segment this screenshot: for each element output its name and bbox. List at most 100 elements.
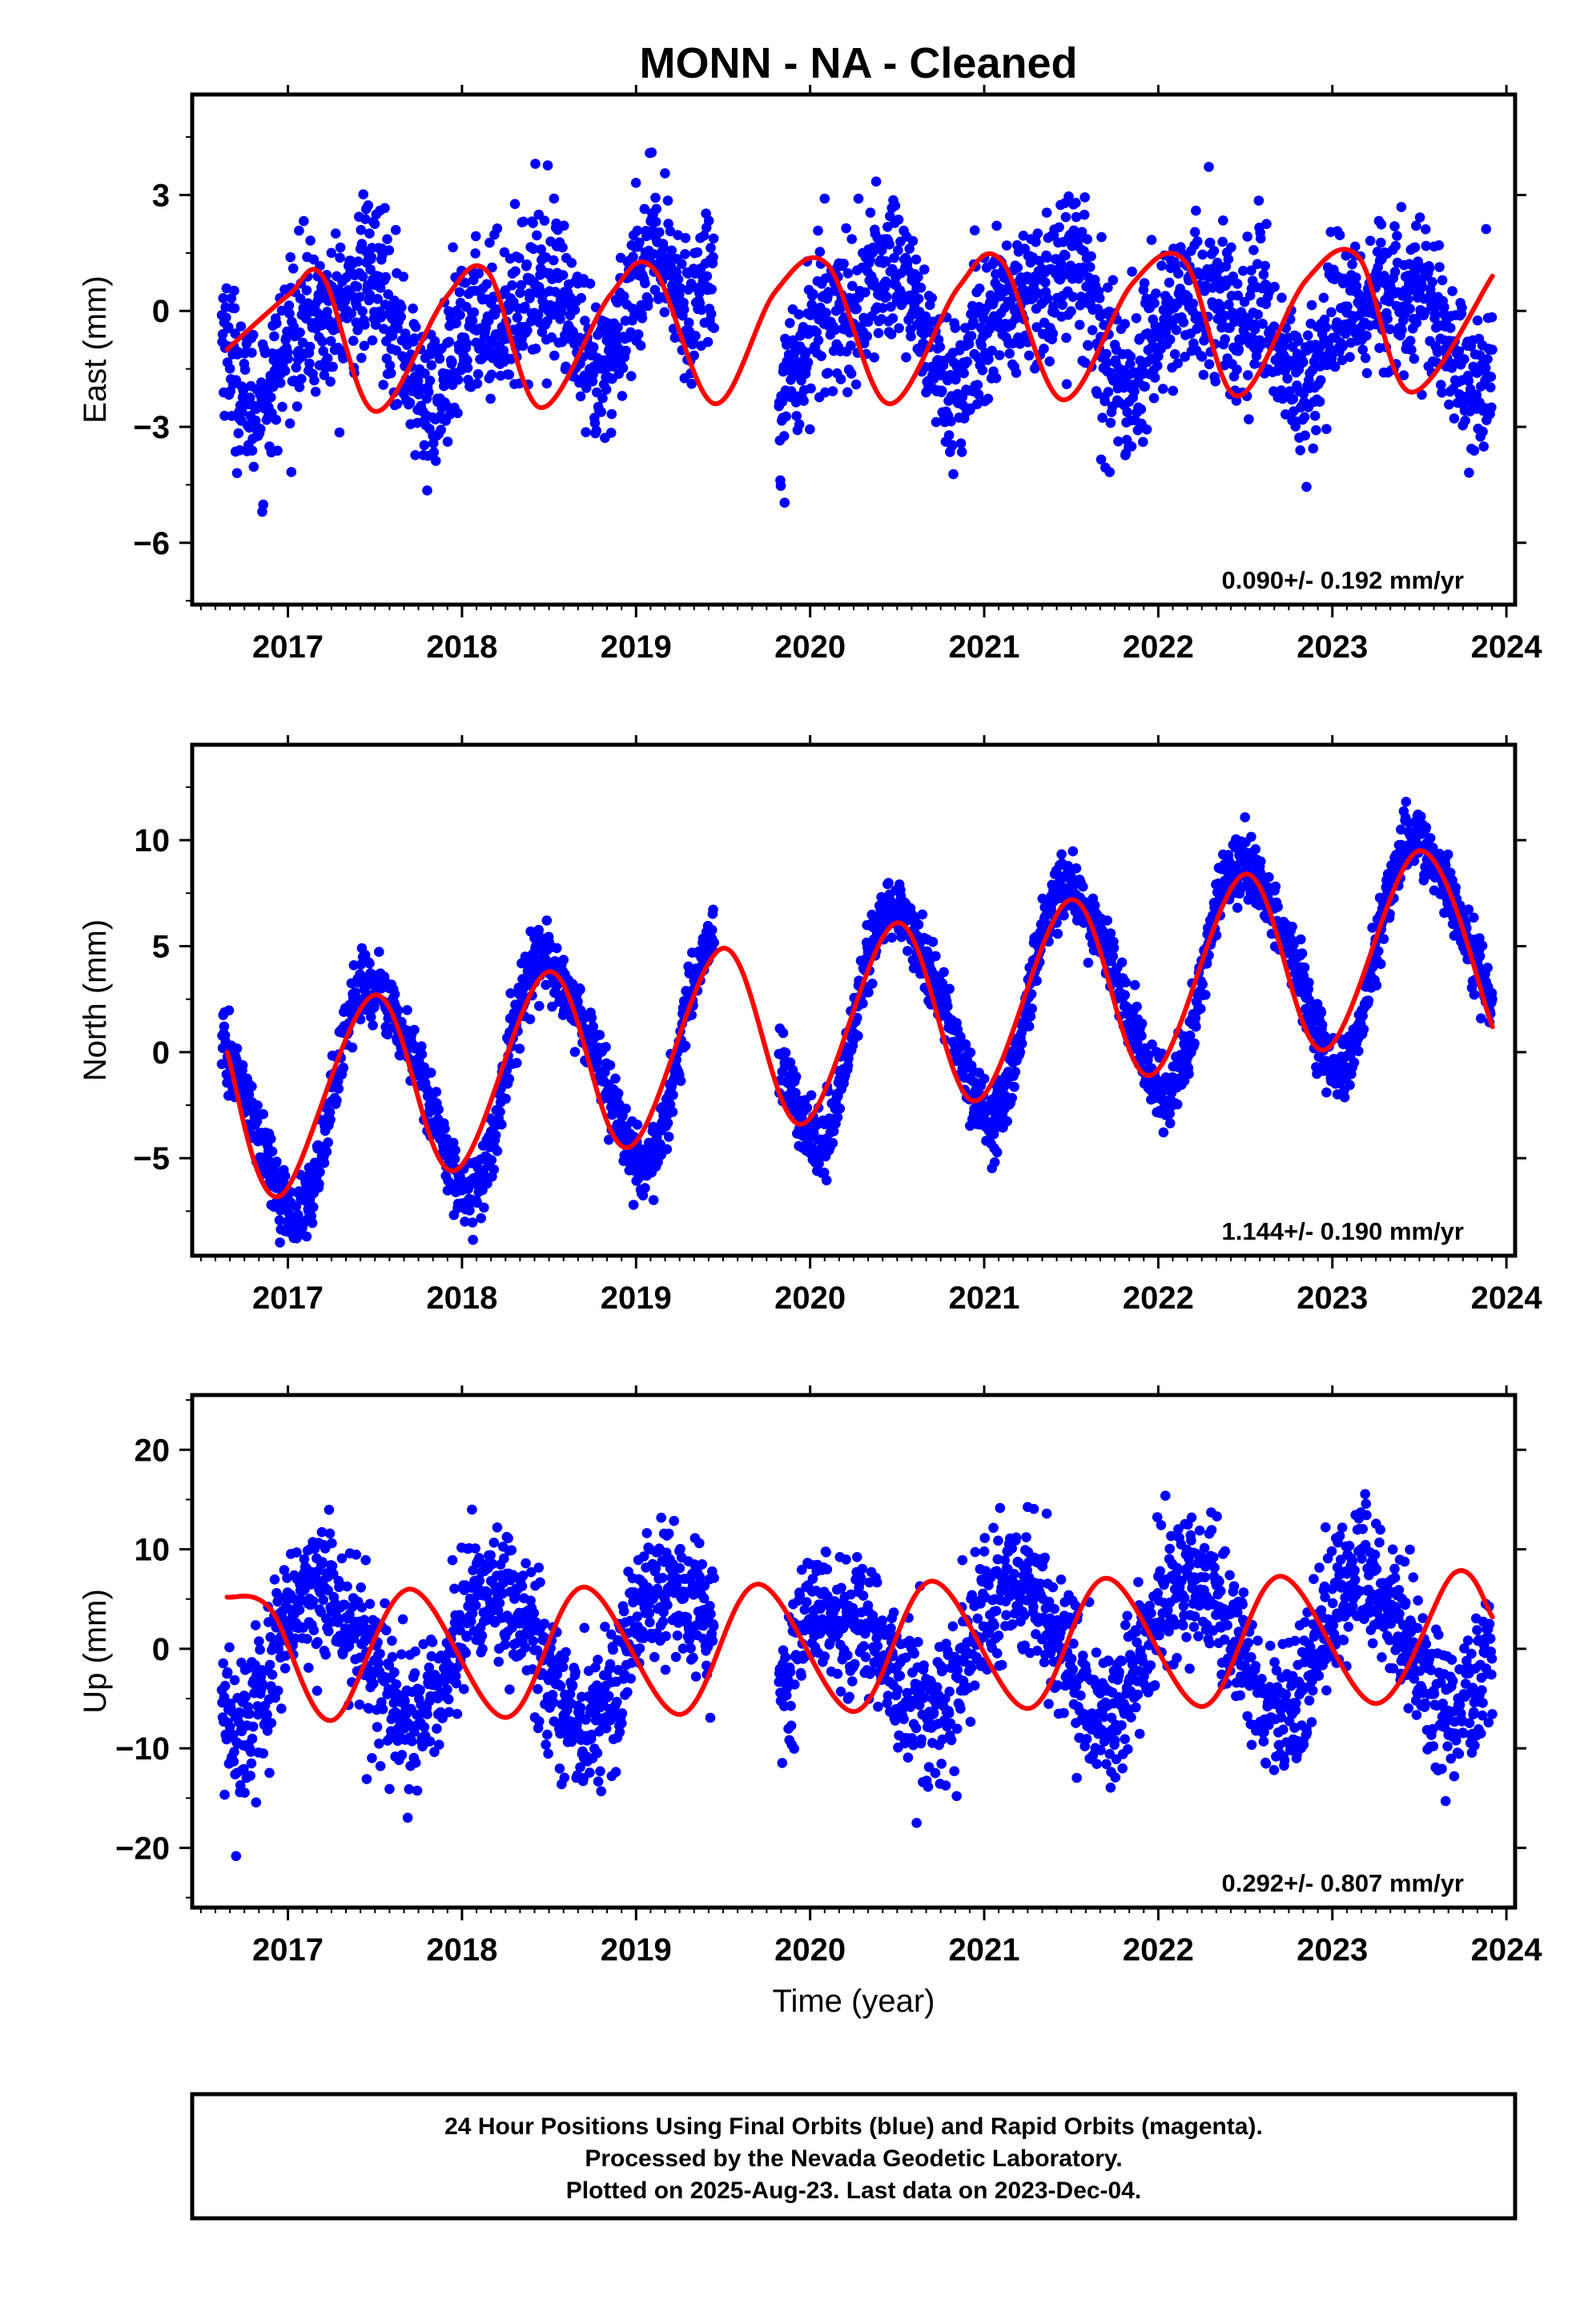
data-point xyxy=(468,1234,478,1245)
data-point xyxy=(1437,275,1448,286)
data-point xyxy=(634,237,645,248)
data-point xyxy=(692,247,703,258)
data-point xyxy=(991,1147,1003,1158)
data-point xyxy=(818,1168,830,1178)
data-point xyxy=(346,308,357,319)
data-point xyxy=(423,1088,434,1099)
data-point xyxy=(424,376,436,386)
data-point xyxy=(248,461,259,472)
data-point xyxy=(913,271,923,283)
data-point xyxy=(1421,240,1432,251)
data-point xyxy=(369,1002,380,1013)
data-point xyxy=(452,408,463,419)
data-point xyxy=(561,361,571,372)
data-point xyxy=(322,307,332,317)
data-point xyxy=(325,1114,336,1125)
data-point xyxy=(1164,334,1176,345)
data-point xyxy=(1164,1108,1175,1119)
data-point xyxy=(575,391,586,402)
x-tick-label: 2018 xyxy=(426,629,497,665)
data-point xyxy=(893,245,903,255)
data-point xyxy=(1208,246,1220,256)
data-point xyxy=(1061,332,1071,344)
data-point xyxy=(1011,368,1022,378)
data-point xyxy=(512,312,523,323)
data-point xyxy=(665,226,676,237)
data-point xyxy=(606,408,617,420)
data-point xyxy=(1398,370,1409,381)
data-point xyxy=(1329,361,1341,372)
data-point xyxy=(860,287,870,298)
data-point xyxy=(821,308,831,319)
data-point xyxy=(462,355,472,366)
data-point xyxy=(1197,249,1208,260)
data-point xyxy=(1151,288,1161,299)
data-point xyxy=(870,176,882,187)
data-point xyxy=(1296,934,1306,945)
data-point xyxy=(516,279,526,291)
data-point xyxy=(1485,382,1496,393)
data-point xyxy=(944,983,955,995)
data-point xyxy=(1108,951,1119,962)
data-point xyxy=(219,410,230,421)
data-point xyxy=(1447,286,1457,296)
data-point xyxy=(1087,325,1098,336)
data-point xyxy=(596,407,606,417)
data-point xyxy=(1420,307,1430,318)
data-point xyxy=(275,1237,285,1248)
data-point xyxy=(633,329,644,340)
data-point xyxy=(1031,975,1042,986)
data-point xyxy=(1171,324,1182,336)
data-point xyxy=(247,445,258,456)
data-point xyxy=(901,352,911,363)
data-point xyxy=(522,325,533,336)
data-point xyxy=(1016,1038,1027,1049)
data-point xyxy=(628,1200,639,1210)
data-point xyxy=(1184,1030,1196,1041)
data-point xyxy=(1353,1046,1364,1056)
data-point xyxy=(913,293,924,304)
data-point xyxy=(1436,380,1446,390)
x-tick-label: 2017 xyxy=(252,629,324,665)
data-point xyxy=(1486,312,1498,323)
data-point xyxy=(1217,236,1228,247)
data-point xyxy=(1420,224,1431,235)
data-point xyxy=(251,402,263,413)
data-point xyxy=(1204,359,1215,370)
data-point xyxy=(1094,293,1105,304)
data-point xyxy=(689,350,699,361)
data-point xyxy=(1010,1067,1021,1077)
data-point xyxy=(396,302,407,313)
data-point xyxy=(1256,233,1266,244)
data-point xyxy=(483,316,494,326)
y-tick-label: −6 xyxy=(133,526,170,561)
data-point xyxy=(487,262,497,273)
y-tick-label: 3 xyxy=(152,178,170,213)
data-point xyxy=(1270,881,1281,892)
data-point xyxy=(422,485,432,496)
data-point xyxy=(989,1157,1000,1168)
data-point xyxy=(1082,234,1092,245)
data-point xyxy=(709,937,719,948)
data-point xyxy=(1120,990,1130,1000)
x-tick-label: 2022 xyxy=(1123,629,1194,665)
data-point xyxy=(472,378,483,389)
data-point xyxy=(791,411,802,421)
data-point xyxy=(662,195,673,206)
data-point xyxy=(1198,369,1209,380)
data-point xyxy=(643,295,653,305)
data-point xyxy=(229,285,239,296)
data-point xyxy=(708,251,718,263)
data-point xyxy=(1104,467,1115,477)
data-point xyxy=(436,424,446,435)
data-point xyxy=(389,989,400,999)
data-point xyxy=(1397,324,1407,336)
data-point xyxy=(1376,237,1386,248)
data-point xyxy=(308,254,320,265)
data-point xyxy=(946,416,956,427)
data-point xyxy=(408,304,418,314)
data-point xyxy=(702,271,713,282)
data-point xyxy=(1409,353,1420,364)
data-point xyxy=(973,352,983,363)
data-point xyxy=(271,318,282,329)
